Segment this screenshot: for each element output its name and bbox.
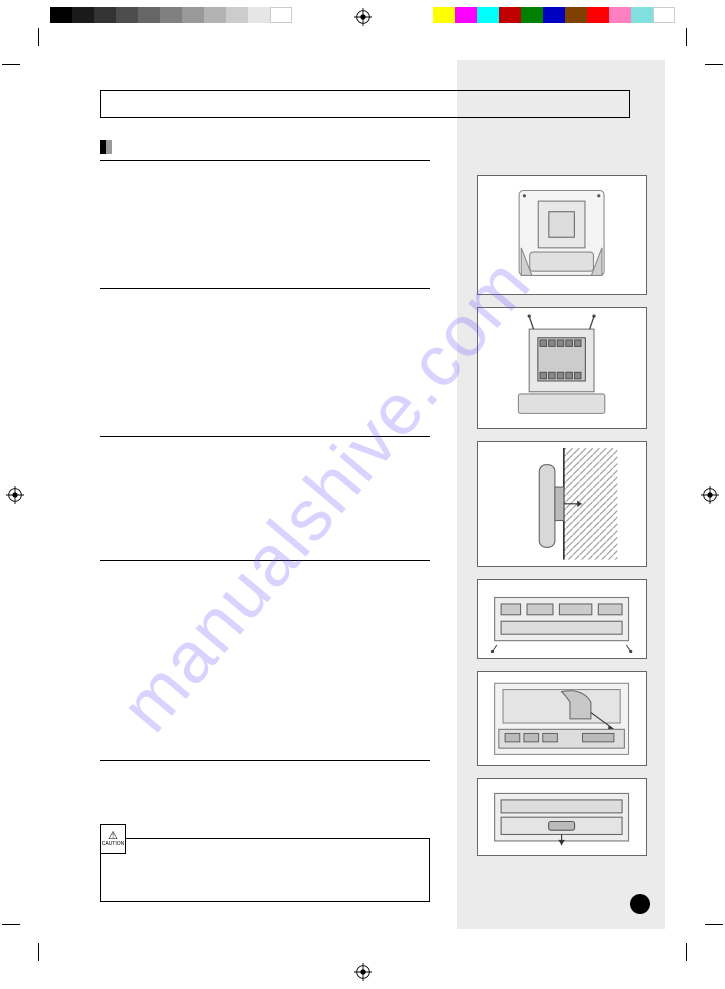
crop-mark xyxy=(675,46,705,76)
page-number-dot xyxy=(630,894,650,914)
thumbnail-column xyxy=(477,175,647,856)
step-block xyxy=(100,760,430,818)
caution-icon: ⚠ CAUTION xyxy=(100,824,126,854)
step-block xyxy=(100,288,430,436)
registration-mark-icon xyxy=(354,8,372,26)
crop-mark xyxy=(20,46,50,76)
step-block xyxy=(100,560,430,760)
thumbnail-open-chassis-cable xyxy=(477,671,647,766)
crop-mark xyxy=(675,913,705,943)
section-marker-icon xyxy=(100,140,112,154)
registration-mark-icon xyxy=(6,486,24,504)
thumbnail-wall-mount-side xyxy=(477,441,647,567)
thumbnail-chassis-rear xyxy=(477,579,647,659)
thumbnail-device-rear xyxy=(477,175,647,295)
step-block xyxy=(100,160,430,288)
caution-box: ⚠ CAUTION xyxy=(100,838,430,902)
registration-mark-icon xyxy=(354,963,372,981)
thumbnail-chassis-connector xyxy=(477,778,647,856)
caution-label: CAUTION xyxy=(102,842,125,847)
thumbnail-bracket-screws xyxy=(477,307,647,429)
step-block xyxy=(100,436,430,560)
registration-mark-icon xyxy=(701,486,719,504)
color-calibration-bar xyxy=(433,7,675,23)
title-box xyxy=(100,90,630,118)
crop-mark xyxy=(20,913,50,943)
grayscale-calibration-bar xyxy=(50,7,292,23)
